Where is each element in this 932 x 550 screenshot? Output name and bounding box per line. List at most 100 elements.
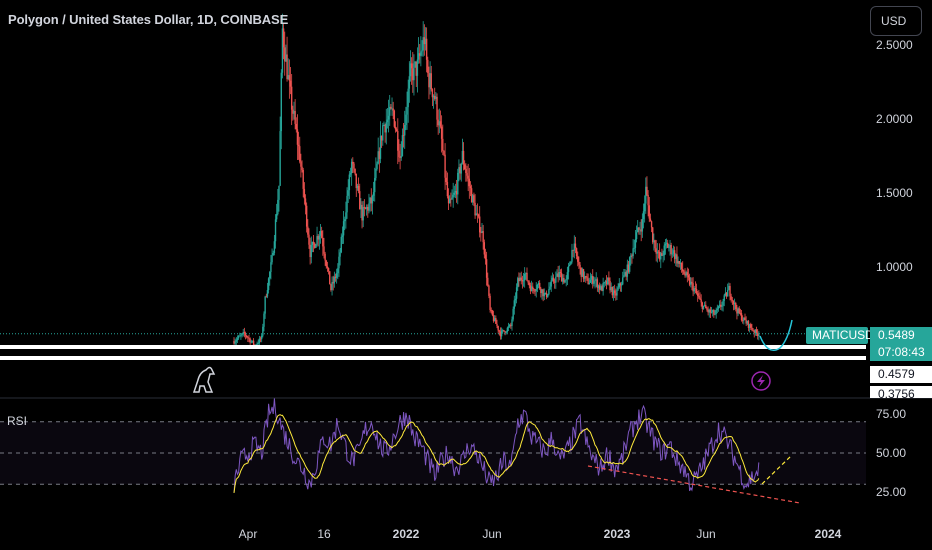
candle-body	[752, 329, 754, 331]
candle-body	[467, 175, 469, 179]
candle-body	[412, 68, 414, 81]
candle-body	[490, 309, 492, 311]
candle-body	[732, 300, 735, 305]
candle-body	[413, 63, 415, 81]
candle-body	[619, 283, 622, 286]
rsi-axis-tick: 50.00	[876, 446, 906, 460]
candle-body	[744, 317, 746, 321]
candle-body	[267, 278, 270, 291]
candle-body	[315, 244, 317, 248]
candle-body	[270, 262, 272, 272]
candle-body	[658, 251, 661, 260]
horizontal-band-lower	[0, 356, 866, 360]
candle-body	[290, 86, 293, 110]
time-axis-tick: 16	[317, 527, 331, 541]
candle-body	[731, 299, 734, 301]
candle-body	[652, 227, 654, 243]
candle-body	[476, 213, 479, 215]
candle-body	[410, 63, 413, 69]
candle-body	[607, 277, 609, 285]
candle-body	[586, 276, 588, 279]
candle-body	[654, 240, 656, 249]
candle-body	[532, 286, 534, 289]
candle-body	[498, 330, 501, 332]
candle-body	[302, 169, 304, 189]
currency-button[interactable]: USD	[870, 6, 922, 36]
candle-body	[281, 28, 284, 73]
candle-body	[450, 198, 452, 200]
candle-body	[623, 275, 625, 278]
candle-body	[540, 288, 542, 294]
candle-body	[305, 205, 308, 227]
candle-body	[564, 280, 566, 283]
candle-body	[353, 163, 355, 169]
candle-body	[682, 268, 684, 272]
candle-body	[300, 161, 302, 167]
candle-body	[601, 286, 603, 291]
candle-body	[384, 125, 386, 133]
candle-body	[284, 47, 286, 62]
candle-body	[274, 219, 277, 242]
candle-body	[502, 329, 504, 331]
candle-body	[304, 198, 307, 206]
candle-body	[676, 254, 678, 264]
candle-body	[609, 280, 611, 291]
candle-body	[483, 242, 486, 255]
time-axis-tick: 2024	[815, 527, 842, 541]
candle-body	[690, 281, 692, 285]
candle-body	[648, 205, 650, 219]
candle-body	[334, 276, 337, 278]
candle-body	[455, 190, 458, 195]
candle-body	[425, 38, 428, 60]
candle-body	[528, 282, 530, 286]
candle-body	[541, 289, 543, 294]
candle-body	[560, 273, 563, 282]
candle-body	[653, 240, 655, 243]
candle-body	[611, 287, 614, 296]
candle-body	[643, 203, 646, 212]
candle-body	[446, 182, 449, 197]
candle-body	[385, 122, 387, 133]
candle-body	[460, 163, 462, 174]
candle-body	[725, 292, 728, 297]
candle-body	[677, 261, 679, 264]
candle-body	[743, 317, 745, 321]
candle-body	[404, 125, 406, 136]
candle-body	[740, 313, 743, 321]
candle-body	[443, 150, 445, 155]
candle-body	[572, 250, 574, 251]
candle-body	[447, 196, 450, 204]
candle-body	[580, 267, 582, 277]
candle-body	[517, 278, 519, 288]
candle-body	[287, 75, 289, 80]
candle-body	[670, 245, 672, 255]
candle-body	[703, 304, 706, 306]
candle-body	[754, 329, 757, 333]
candle-body	[625, 272, 627, 277]
candle-body	[323, 246, 325, 254]
candle-body	[318, 235, 321, 240]
candle-body	[417, 53, 420, 60]
candle-body	[299, 146, 301, 162]
candle-body	[335, 273, 338, 278]
candle-body	[661, 253, 663, 256]
candle-body	[282, 28, 285, 48]
rsi-label: RSI	[7, 414, 28, 428]
candle-body	[258, 338, 261, 344]
candle-body	[344, 219, 346, 222]
candle-body	[574, 243, 577, 249]
candle-body	[480, 232, 482, 234]
current-price-tag: 0.5489	[870, 327, 932, 344]
candle-body	[728, 286, 730, 291]
candle-body	[594, 280, 596, 282]
candle-body	[236, 338, 239, 341]
candle-body	[330, 284, 332, 290]
candle-body	[407, 88, 409, 108]
candle-body	[492, 315, 495, 321]
candle-body	[519, 277, 521, 282]
candle-body	[755, 329, 758, 334]
candle-body	[355, 173, 357, 189]
candle-body	[603, 282, 605, 284]
candle-body	[266, 290, 269, 297]
